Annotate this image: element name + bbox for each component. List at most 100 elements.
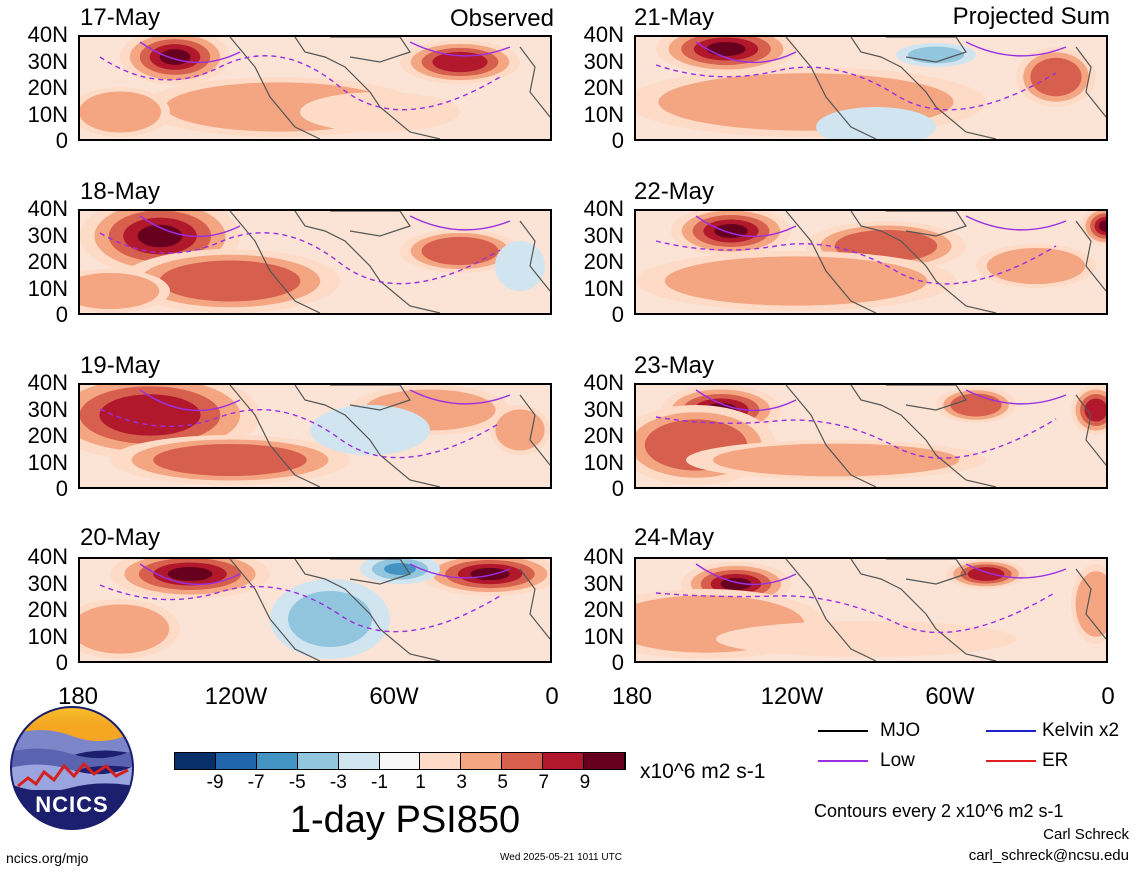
- colorbar-label: -5: [288, 772, 306, 793]
- anomaly-blob: [288, 591, 372, 647]
- lon-label: 120W: [760, 683, 824, 710]
- lat-label: 0: [55, 302, 68, 327]
- colorbar-label: 3: [456, 772, 467, 793]
- low-contour: [99, 408, 501, 459]
- colorbar-label: 9: [579, 772, 591, 793]
- lat-label: 30N: [583, 48, 624, 74]
- logo-text: NCICS: [35, 792, 108, 817]
- map-panel-obs-3: [78, 383, 552, 489]
- colorbar-swatch: [584, 753, 625, 769]
- lat-label: 10N: [583, 275, 624, 301]
- anomaly-blob: [80, 604, 170, 654]
- coastline: [229, 37, 550, 139]
- panel-date-label: 23-May: [634, 352, 715, 379]
- anomaly-field: [80, 559, 550, 661]
- anomaly-blob: [716, 621, 1016, 657]
- panel-date-label: 19-May: [80, 352, 161, 379]
- lat-label: 0: [55, 476, 68, 501]
- legend-label: MJO: [880, 720, 921, 741]
- colorbar-label: -3: [329, 772, 347, 793]
- colorbar-label: 5: [497, 772, 508, 793]
- legend-label: ER: [1042, 750, 1069, 771]
- colorbar-label: -7: [247, 772, 265, 793]
- lat-label: 10N: [583, 449, 624, 475]
- colorbar-label: -9: [206, 772, 224, 793]
- kelvin-line-swatch: [986, 730, 1036, 732]
- anomaly-blob: [664, 256, 928, 306]
- projected-header: Projected Sum: [952, 3, 1110, 30]
- lat-label: 40N: [27, 544, 68, 569]
- lat-label: 10N: [583, 101, 624, 127]
- lon-label: 60W: [369, 683, 419, 710]
- anomaly-blob: [310, 405, 430, 455]
- map-panel-proj-1: [634, 35, 1108, 141]
- ncics-logo: NCICS: [10, 706, 134, 830]
- anomaly-blob: [1030, 57, 1082, 97]
- lat-label: 40N: [583, 22, 624, 47]
- colorbar-swatch: [215, 753, 257, 769]
- colorbar-swatch: [338, 753, 380, 769]
- anomaly-blob: [1075, 571, 1106, 637]
- anomaly-blob: [713, 443, 959, 477]
- colorbar-swatch: [379, 753, 421, 769]
- lat-label: 30N: [583, 222, 624, 248]
- lat-label: 30N: [27, 396, 68, 422]
- lon-label: 180: [57, 683, 99, 710]
- panel-date-label: 17-May: [80, 4, 161, 31]
- anomaly-blob: [421, 236, 499, 266]
- anomaly-field: [80, 385, 550, 487]
- lat-label: 10N: [27, 275, 68, 301]
- lat-label: 30N: [583, 396, 624, 422]
- mjo-line-swatch: [818, 730, 868, 732]
- panel-date-label: 21-May: [634, 4, 715, 31]
- anomaly-blob: [159, 49, 191, 65]
- anomaly-blob: [706, 42, 746, 56]
- panel-date-label: 18-May: [80, 178, 161, 205]
- low-contour: [139, 215, 511, 238]
- colorbar-swatch: [461, 753, 503, 769]
- lat-label: 40N: [27, 196, 68, 221]
- colorbar-swatch: [502, 753, 544, 769]
- anomaly-blob: [1099, 220, 1106, 232]
- anomaly-field: [80, 37, 550, 139]
- lat-label: 20N: [583, 75, 624, 100]
- panel-date-label: 22-May: [634, 178, 715, 205]
- anomaly-blob: [495, 409, 545, 451]
- low-contour: [139, 563, 511, 586]
- anomaly-blob: [167, 567, 213, 581]
- anomaly-blob: [159, 260, 301, 302]
- lat-label: 10N: [27, 623, 68, 649]
- map-panel-proj-4: [634, 557, 1108, 663]
- low-contour: [695, 389, 1067, 412]
- low-contour: [99, 232, 501, 285]
- low-contour: [695, 563, 1067, 586]
- anomaly-blob: [950, 393, 1002, 417]
- colorbar-swatch: [297, 753, 339, 769]
- site-url[interactable]: ncics.org/mjo: [6, 850, 89, 866]
- low-contour: [139, 41, 511, 64]
- coastline: [785, 37, 1106, 139]
- low-contour: [655, 416, 1057, 459]
- low-contour: [99, 584, 501, 633]
- colorbar-swatch: [175, 753, 216, 769]
- colorbar-swatch: [420, 753, 462, 769]
- lat-label: 20N: [27, 423, 68, 448]
- colorbar-label: 1: [415, 772, 426, 793]
- lon-label: 120W: [204, 683, 268, 710]
- anomaly-blob: [80, 272, 160, 310]
- lat-label: 0: [55, 650, 68, 675]
- coastline: [785, 385, 1106, 487]
- lat-label: 30N: [27, 570, 68, 596]
- low-contour: [695, 41, 1067, 64]
- legend: MJO Kelvin x2 Low ER: [812, 721, 1132, 777]
- anomaly-field: [80, 211, 550, 313]
- anomaly-blob: [80, 91, 161, 133]
- lon-label: 0: [1101, 683, 1115, 710]
- anomaly-blob: [1084, 398, 1106, 422]
- lon-label: 180: [611, 683, 653, 710]
- anomaly-blob: [99, 394, 201, 436]
- lat-label: 40N: [27, 22, 68, 47]
- author-email[interactable]: carl_schreck@ncsu.edu: [968, 847, 1129, 864]
- lat-label: 0: [611, 128, 624, 153]
- low-contour: [655, 591, 1057, 634]
